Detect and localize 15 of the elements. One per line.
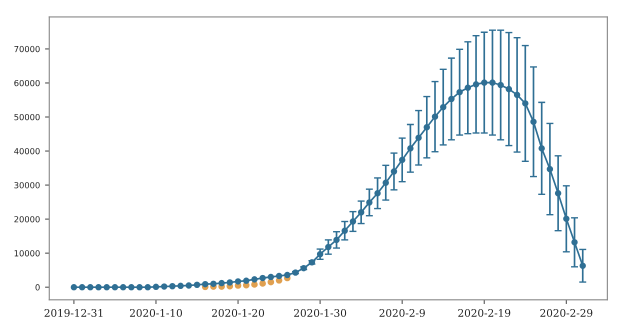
x-tick-label: 2020-1-20 <box>212 309 264 317</box>
x-tick-label: 2020-1-10 <box>130 309 182 317</box>
y-tick-label: 70000 <box>14 46 40 52</box>
y-tick-label: 20000 <box>14 216 40 222</box>
x-tick-label: 2020-1-30 <box>294 309 346 317</box>
y-tick-label: 30000 <box>14 182 40 188</box>
y-tick-label: 50000 <box>14 114 40 120</box>
x-tick-label: 2020-2-19 <box>458 309 510 317</box>
y-tick-label: 0 <box>36 284 40 290</box>
x-tick-label: 2020-2-29 <box>540 309 592 317</box>
x-tick-label: 2020-2-9 <box>379 309 425 317</box>
x-tick-label: 2019-12-31 <box>44 309 102 317</box>
y-tick-label: 10000 <box>14 250 40 256</box>
y-tick-label: 40000 <box>14 148 40 154</box>
y-tick-label: 60000 <box>14 80 40 86</box>
